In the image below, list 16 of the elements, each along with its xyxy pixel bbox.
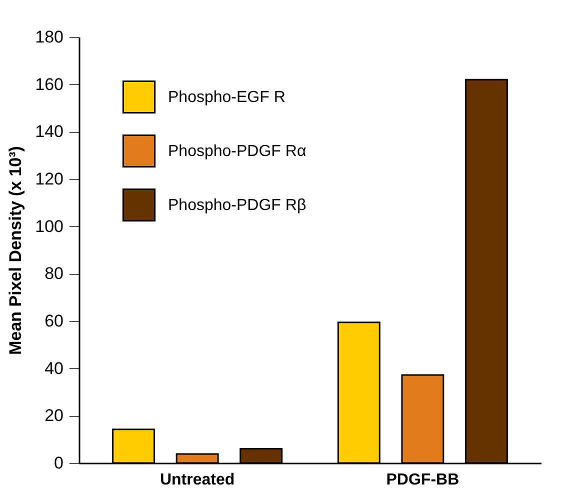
x-tick-label: PDGF-BB bbox=[386, 472, 460, 488]
legend-label: Phospho-PDGF Rα bbox=[168, 143, 306, 160]
y-tick-label: 40 bbox=[44, 358, 64, 378]
y-tick-label: 140 bbox=[35, 122, 64, 142]
x-tick-label: Untreated bbox=[160, 472, 235, 488]
y-tick-label: 120 bbox=[35, 170, 64, 188]
y-tick-label: 160 bbox=[35, 74, 64, 94]
y-tick-label: 0 bbox=[54, 454, 64, 472]
y-tick-label: 20 bbox=[44, 406, 64, 426]
legend-label: Phospho-PDGF Rβ bbox=[168, 197, 306, 214]
y-tick-label: 80 bbox=[44, 264, 64, 284]
y-tick-label: 180 bbox=[35, 28, 64, 46]
legend-label: Phospho-EGF R bbox=[168, 89, 286, 106]
y-tick-label: 60 bbox=[44, 312, 64, 330]
y-tick-label: 100 bbox=[35, 216, 64, 236]
y-axis-title: Mean Pixel Density (x 10³) bbox=[6, 146, 26, 355]
